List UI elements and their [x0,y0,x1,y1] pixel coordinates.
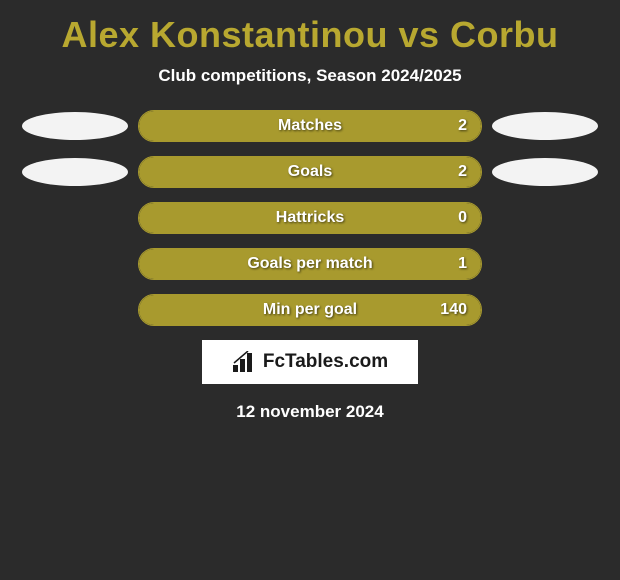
stat-bar: Goals 2 [138,156,482,188]
stat-bar: Goals per match 1 [138,248,482,280]
page-subtitle: Club competitions, Season 2024/2025 [0,66,620,110]
stats-list: Matches 2 Goals 2 Hattricks 0 Goals per match 1… [0,110,620,326]
fctables-logo: FcTables.com [202,340,418,384]
comparison-infographic: Alex Konstantinou vs Corbu Club competit… [0,0,620,422]
stat-label: Goals [288,163,332,181]
page-title: Alex Konstantinou vs Corbu [0,8,620,66]
date-text: 12 november 2024 [0,402,620,422]
bar-chart-icon [232,351,258,373]
stat-value: 1 [458,255,467,273]
stat-label: Hattricks [276,209,344,227]
stat-bar: Hattricks 0 [138,202,482,234]
player-avatar-left [22,112,128,140]
player-avatar-right [492,112,598,140]
stat-value: 2 [458,117,467,135]
logo-row: FcTables.com [0,340,620,384]
logo-text: FcTables.com [263,351,388,373]
stat-bar: Matches 2 [138,110,482,142]
stat-label: Matches [278,117,342,135]
stat-value: 140 [440,301,467,319]
stat-label: Min per goal [263,301,357,319]
stat-row: Hattricks 0 [0,202,620,234]
stat-label: Goals per match [247,255,372,273]
stat-row: Goals per match 1 [0,248,620,280]
stat-bar: Min per goal 140 [138,294,482,326]
stat-value: 2 [458,163,467,181]
player-avatar-left [22,158,128,186]
stat-row: Min per goal 140 [0,294,620,326]
stat-row: Goals 2 [0,156,620,188]
stat-row: Matches 2 [0,110,620,142]
player-avatar-right [492,158,598,186]
stat-value: 0 [458,209,467,227]
